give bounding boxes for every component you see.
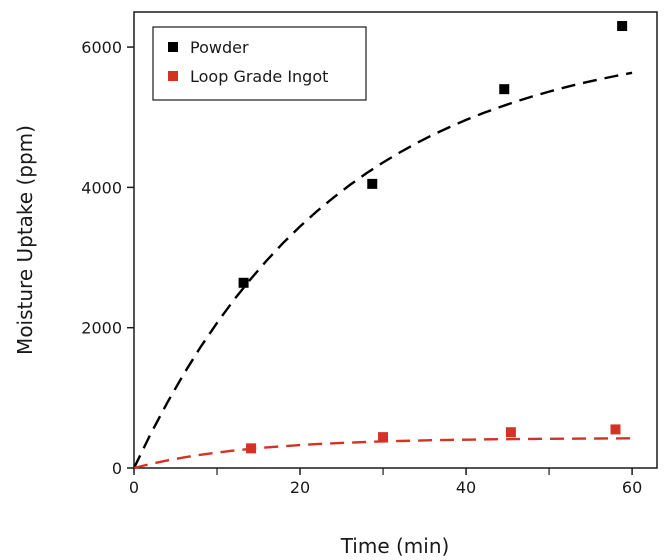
x-tick-label-20: 20 (290, 478, 310, 497)
y-axis-title: Moisture Uptake (ppm) (13, 125, 37, 355)
fit-lines (132, 71, 633, 470)
data-markers (238, 21, 628, 454)
legend-label-powder: Powder (190, 38, 249, 57)
fit-line-loop-grade-ingot (133, 437, 633, 470)
point-powder (238, 277, 249, 288)
fit-line-powder (132, 71, 633, 469)
plot-frame (133, 11, 658, 469)
point-powder (367, 178, 378, 189)
point-loop-grade-ingot (378, 432, 389, 443)
y-axis-ticks: 0 2000 4000 6000 (81, 38, 134, 478)
y-tick-label-6000: 6000 (81, 38, 122, 57)
x-axis-title: Time (min) (340, 534, 450, 558)
point-powder (617, 21, 628, 32)
point-loop-grade-ingot (246, 443, 257, 454)
y-tick-label-4000: 4000 (81, 178, 122, 197)
x-axis-ticks: 0 20 40 60 (129, 468, 642, 497)
legend-marker-powder (168, 42, 178, 52)
legend: Powder Loop Grade Ingot (152, 26, 367, 101)
legend-box (152, 26, 367, 101)
y-tick-label-0: 0 (112, 459, 122, 478)
point-powder (499, 84, 510, 95)
x-tick-label-0: 0 (129, 478, 139, 497)
legend-label-loop-grade-ingot: Loop Grade Ingot (190, 67, 328, 86)
point-loop-grade-ingot (505, 427, 516, 438)
x-tick-label-60: 60 (622, 478, 642, 497)
legend-marker-loop-grade-ingot (168, 71, 178, 81)
point-loop-grade-ingot (610, 424, 621, 435)
x-tick-label-40: 40 (456, 478, 476, 497)
y-tick-label-2000: 2000 (81, 319, 122, 338)
